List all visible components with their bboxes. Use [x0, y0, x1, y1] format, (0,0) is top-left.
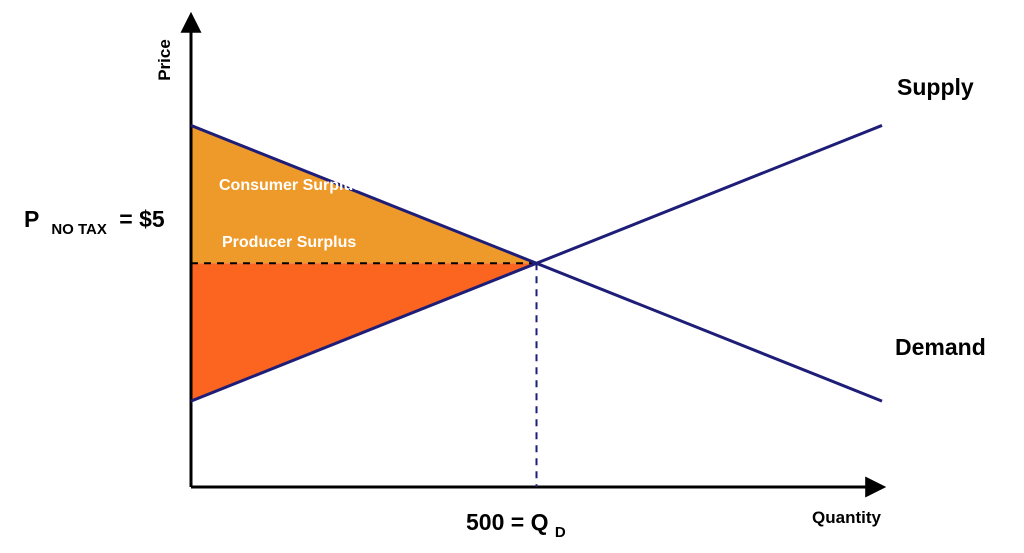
equilibrium-price-label: P NO TAX = $5	[24, 206, 165, 239]
demand-label: Demand	[895, 334, 986, 360]
x-axis-label: Quantity	[812, 508, 881, 527]
consumer-surplus-label: Consumer Surplus	[219, 177, 362, 194]
demand-line	[190, 124, 883, 403]
price-label-main: P	[24, 206, 39, 232]
supply-label: Supply	[897, 74, 974, 100]
quantity-label-main: 500 = Q	[466, 509, 548, 535]
producer-surplus-label: Producer Surplus	[222, 234, 356, 251]
quantity-label-subscript: D	[555, 524, 566, 541]
price-label-suffix: = $5	[119, 206, 165, 232]
price-label-subscript: NO TAX	[51, 221, 107, 238]
y-axis-label: Price	[155, 39, 174, 81]
equilibrium-quantity-label: 500 = Q D	[466, 509, 566, 541]
